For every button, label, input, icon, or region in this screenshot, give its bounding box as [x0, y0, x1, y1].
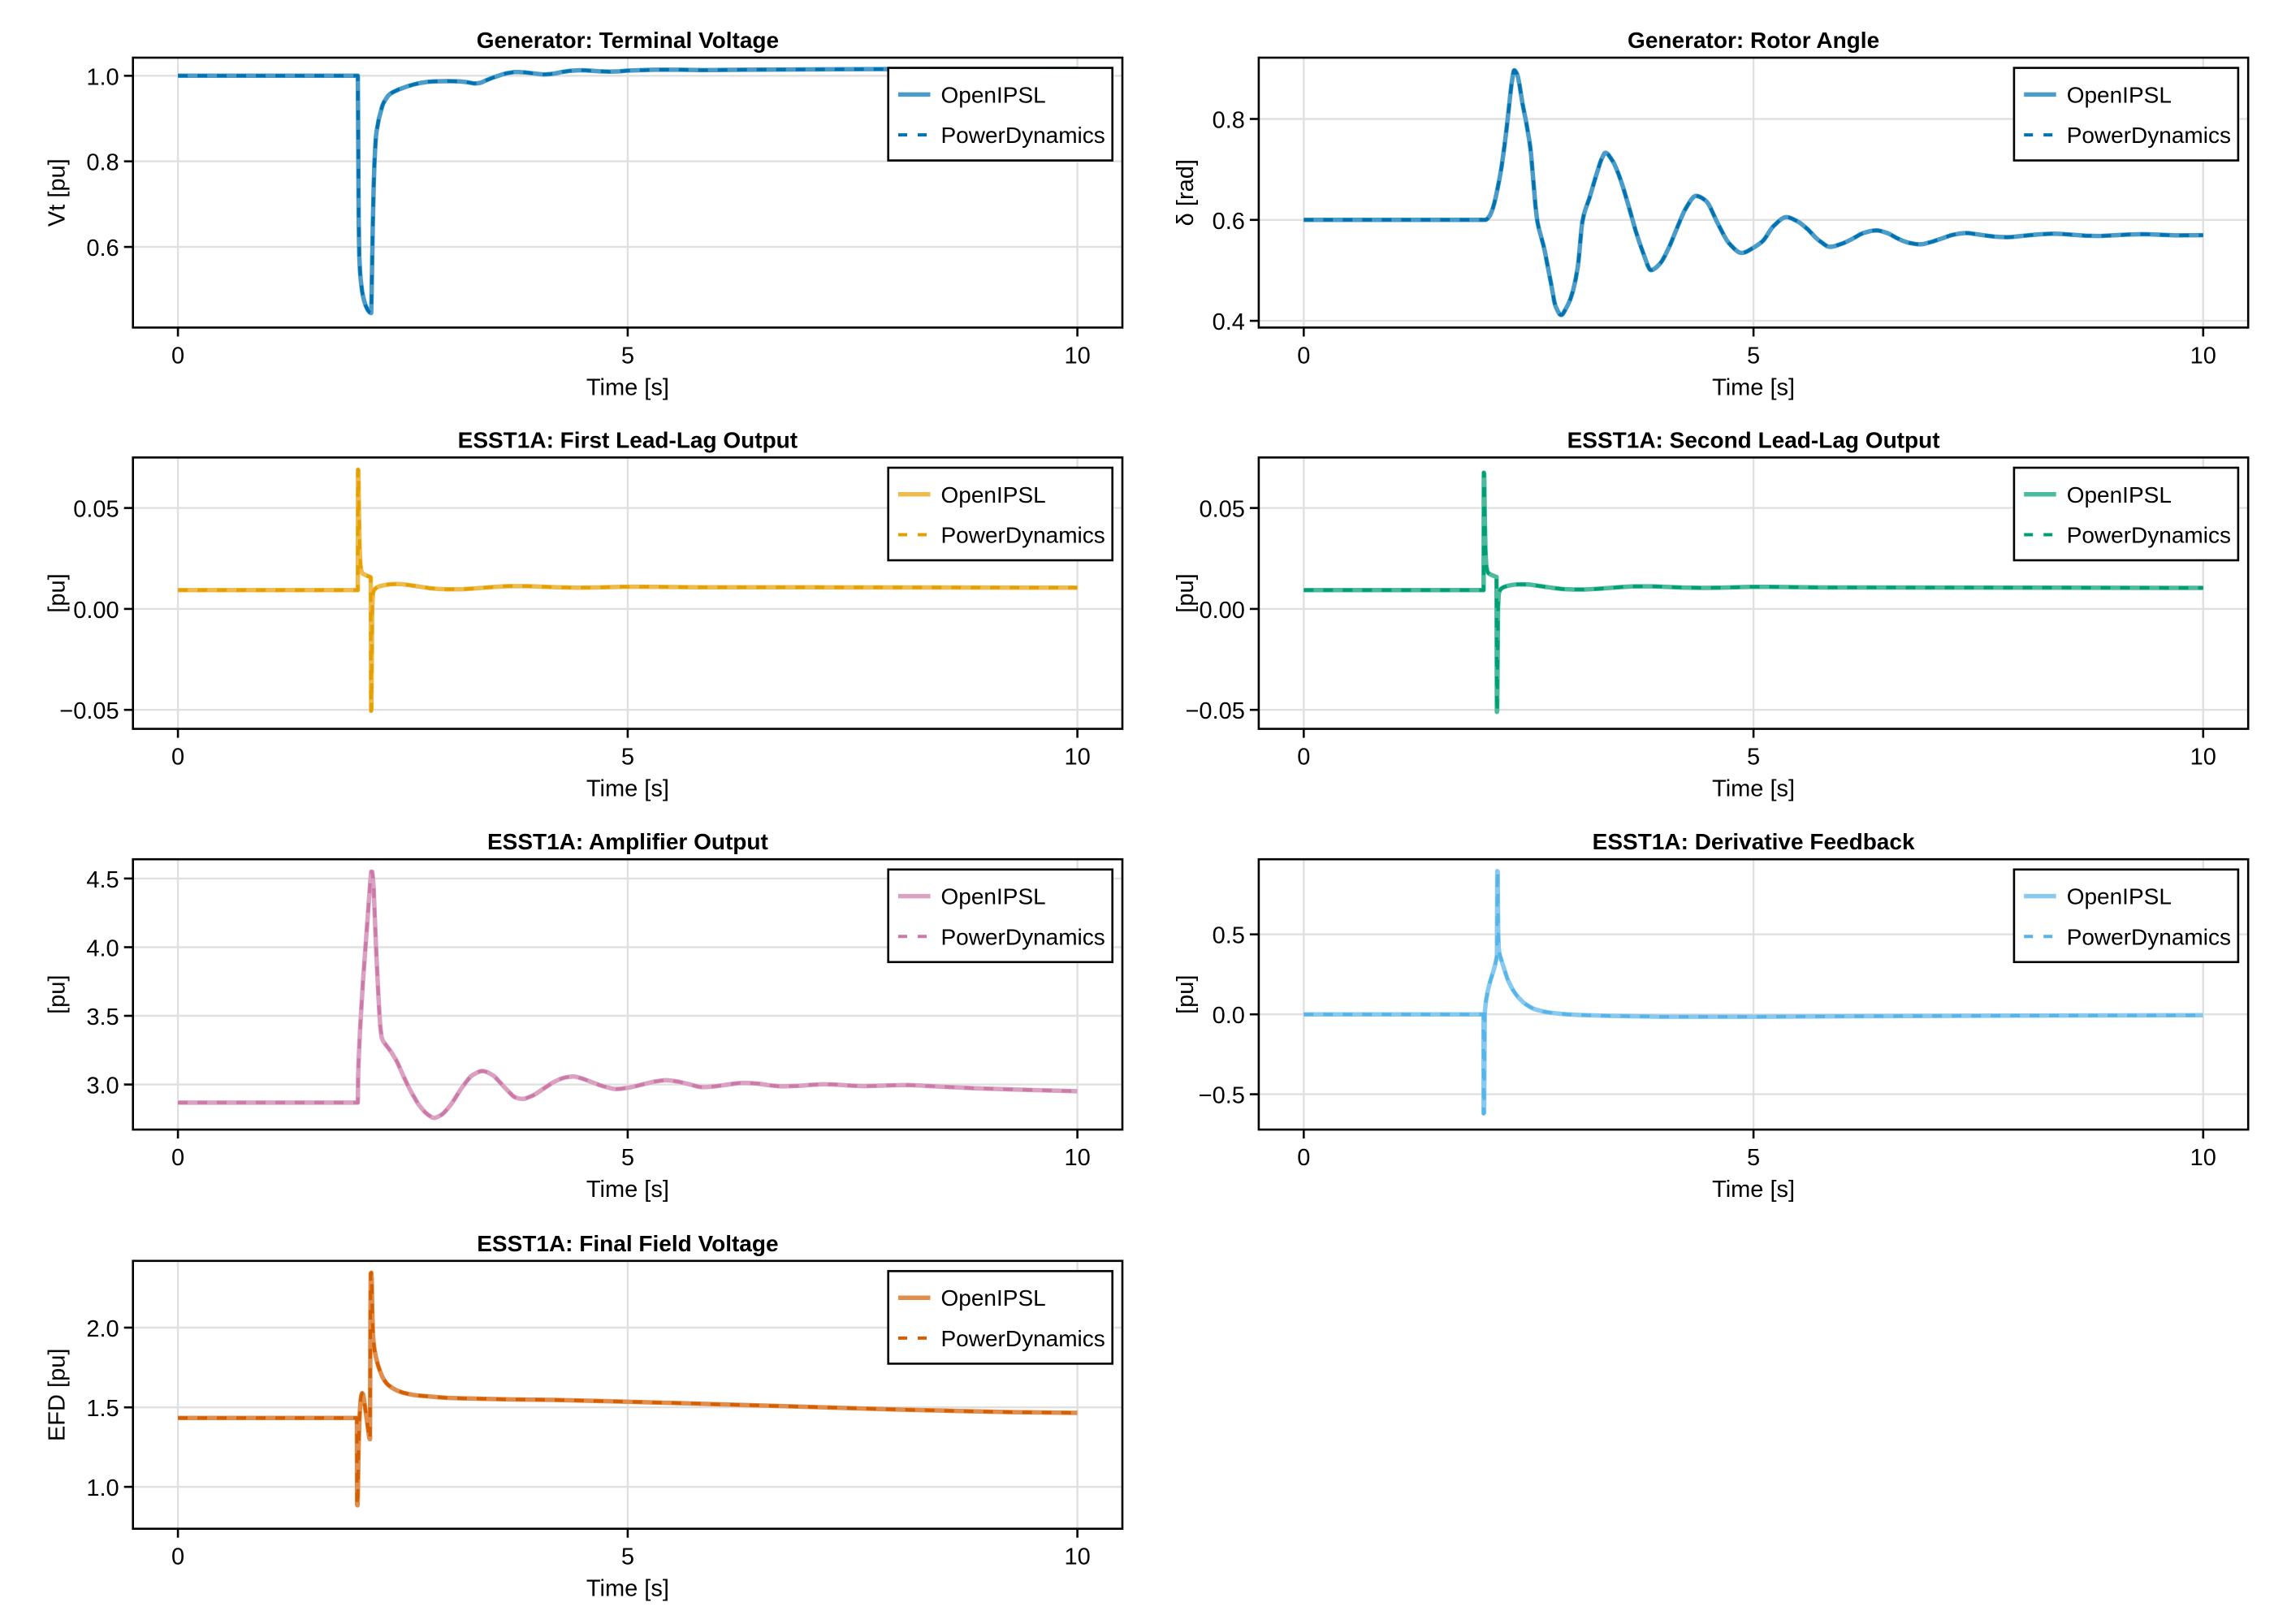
- svg-text:−0.05: −0.05: [1186, 698, 1245, 724]
- svg-text:Generator: Rotor Angle: Generator: Rotor Angle: [1628, 28, 1879, 53]
- svg-text:1.0: 1.0: [86, 1475, 119, 1501]
- svg-text:δ [rad]: δ [rad]: [1173, 159, 1199, 226]
- svg-text:5: 5: [621, 1544, 634, 1570]
- svg-text:1.5: 1.5: [86, 1396, 119, 1422]
- svg-text:[pu]: [pu]: [45, 975, 71, 1014]
- svg-text:ESST1A: Amplifier Output: ESST1A: Amplifier Output: [487, 829, 768, 854]
- svg-text:0: 0: [171, 343, 184, 369]
- svg-text:1.0: 1.0: [86, 64, 119, 90]
- svg-text:PowerDynamics: PowerDynamics: [941, 1326, 1105, 1351]
- svg-text:5: 5: [621, 745, 634, 771]
- svg-text:PowerDynamics: PowerDynamics: [941, 924, 1105, 949]
- svg-text:5: 5: [621, 343, 634, 369]
- svg-text:Time [s]: Time [s]: [586, 374, 669, 400]
- svg-text:Time [s]: Time [s]: [1712, 776, 1795, 802]
- svg-text:Vt [pu]: Vt [pu]: [45, 158, 71, 227]
- svg-text:PowerDynamics: PowerDynamics: [2067, 123, 2231, 148]
- svg-text:OpenIPSL: OpenIPSL: [941, 1285, 1046, 1311]
- svg-text:0.8: 0.8: [1213, 108, 1245, 134]
- svg-text:10: 10: [1064, 745, 1090, 771]
- svg-text:0.6: 0.6: [1213, 209, 1245, 235]
- svg-text:OpenIPSL: OpenIPSL: [2067, 884, 2172, 909]
- svg-text:0.00: 0.00: [73, 598, 119, 624]
- svg-text:10: 10: [2190, 343, 2216, 369]
- svg-text:0: 0: [1297, 1145, 1310, 1171]
- svg-text:0.5: 0.5: [1213, 923, 1245, 949]
- svg-text:ESST1A: First Lead-Lag Output: ESST1A: First Lead-Lag Output: [458, 427, 798, 452]
- svg-text:0.0: 0.0: [1213, 1003, 1245, 1029]
- svg-text:OpenIPSL: OpenIPSL: [941, 482, 1046, 508]
- svg-text:Time [s]: Time [s]: [586, 1177, 669, 1203]
- svg-text:5: 5: [1747, 745, 1760, 771]
- svg-text:PowerDynamics: PowerDynamics: [2067, 523, 2231, 548]
- svg-text:−0.5: −0.5: [1199, 1083, 1245, 1109]
- svg-text:Time [s]: Time [s]: [586, 1576, 669, 1602]
- svg-text:[pu]: [pu]: [45, 573, 71, 612]
- svg-text:0: 0: [171, 1145, 184, 1171]
- svg-text:PowerDynamics: PowerDynamics: [2067, 924, 2231, 949]
- svg-text:[pu]: [pu]: [1173, 573, 1199, 612]
- svg-text:4.5: 4.5: [86, 867, 119, 893]
- svg-text:PowerDynamics: PowerDynamics: [941, 123, 1105, 148]
- svg-text:OpenIPSL: OpenIPSL: [2067, 82, 2172, 107]
- svg-text:PowerDynamics: PowerDynamics: [941, 523, 1105, 548]
- svg-text:0.00: 0.00: [1199, 598, 1244, 624]
- svg-text:0.4: 0.4: [1213, 309, 1245, 335]
- svg-text:−0.05: −0.05: [59, 698, 119, 724]
- svg-text:EFD [pu]: EFD [pu]: [45, 1349, 71, 1441]
- svg-text:2.0: 2.0: [86, 1316, 119, 1342]
- svg-text:Time [s]: Time [s]: [586, 776, 669, 802]
- svg-text:OpenIPSL: OpenIPSL: [2067, 482, 2172, 508]
- svg-text:5: 5: [1747, 1145, 1760, 1171]
- svg-text:Generator: Terminal Voltage: Generator: Terminal Voltage: [477, 28, 779, 53]
- svg-text:Time [s]: Time [s]: [1712, 374, 1795, 400]
- svg-text:[pu]: [pu]: [1173, 975, 1199, 1014]
- svg-text:OpenIPSL: OpenIPSL: [941, 884, 1046, 909]
- svg-text:3.5: 3.5: [86, 1004, 119, 1030]
- svg-text:ESST1A: Final Field Voltage: ESST1A: Final Field Voltage: [477, 1231, 778, 1256]
- svg-text:3.0: 3.0: [86, 1073, 119, 1099]
- svg-text:ESST1A: Second Lead-Lag Output: ESST1A: Second Lead-Lag Output: [1567, 427, 1940, 452]
- svg-text:0.6: 0.6: [86, 235, 119, 261]
- svg-text:ESST1A: Derivative Feedback: ESST1A: Derivative Feedback: [1593, 829, 1915, 854]
- svg-text:10: 10: [2190, 745, 2216, 771]
- svg-text:0.8: 0.8: [86, 150, 119, 176]
- svg-text:0: 0: [1297, 343, 1310, 369]
- svg-text:5: 5: [1747, 343, 1760, 369]
- svg-text:10: 10: [1064, 1145, 1090, 1171]
- svg-text:4.0: 4.0: [86, 936, 119, 962]
- svg-text:0.05: 0.05: [73, 497, 119, 523]
- svg-text:0.05: 0.05: [1199, 497, 1244, 523]
- svg-text:0: 0: [171, 1544, 184, 1570]
- svg-text:0: 0: [1297, 745, 1310, 771]
- svg-text:OpenIPSL: OpenIPSL: [941, 82, 1046, 107]
- svg-text:5: 5: [621, 1145, 634, 1171]
- svg-text:0: 0: [171, 745, 184, 771]
- svg-text:10: 10: [1064, 343, 1090, 369]
- svg-text:10: 10: [1064, 1544, 1090, 1570]
- svg-text:10: 10: [2190, 1145, 2216, 1171]
- svg-text:Time [s]: Time [s]: [1712, 1177, 1795, 1203]
